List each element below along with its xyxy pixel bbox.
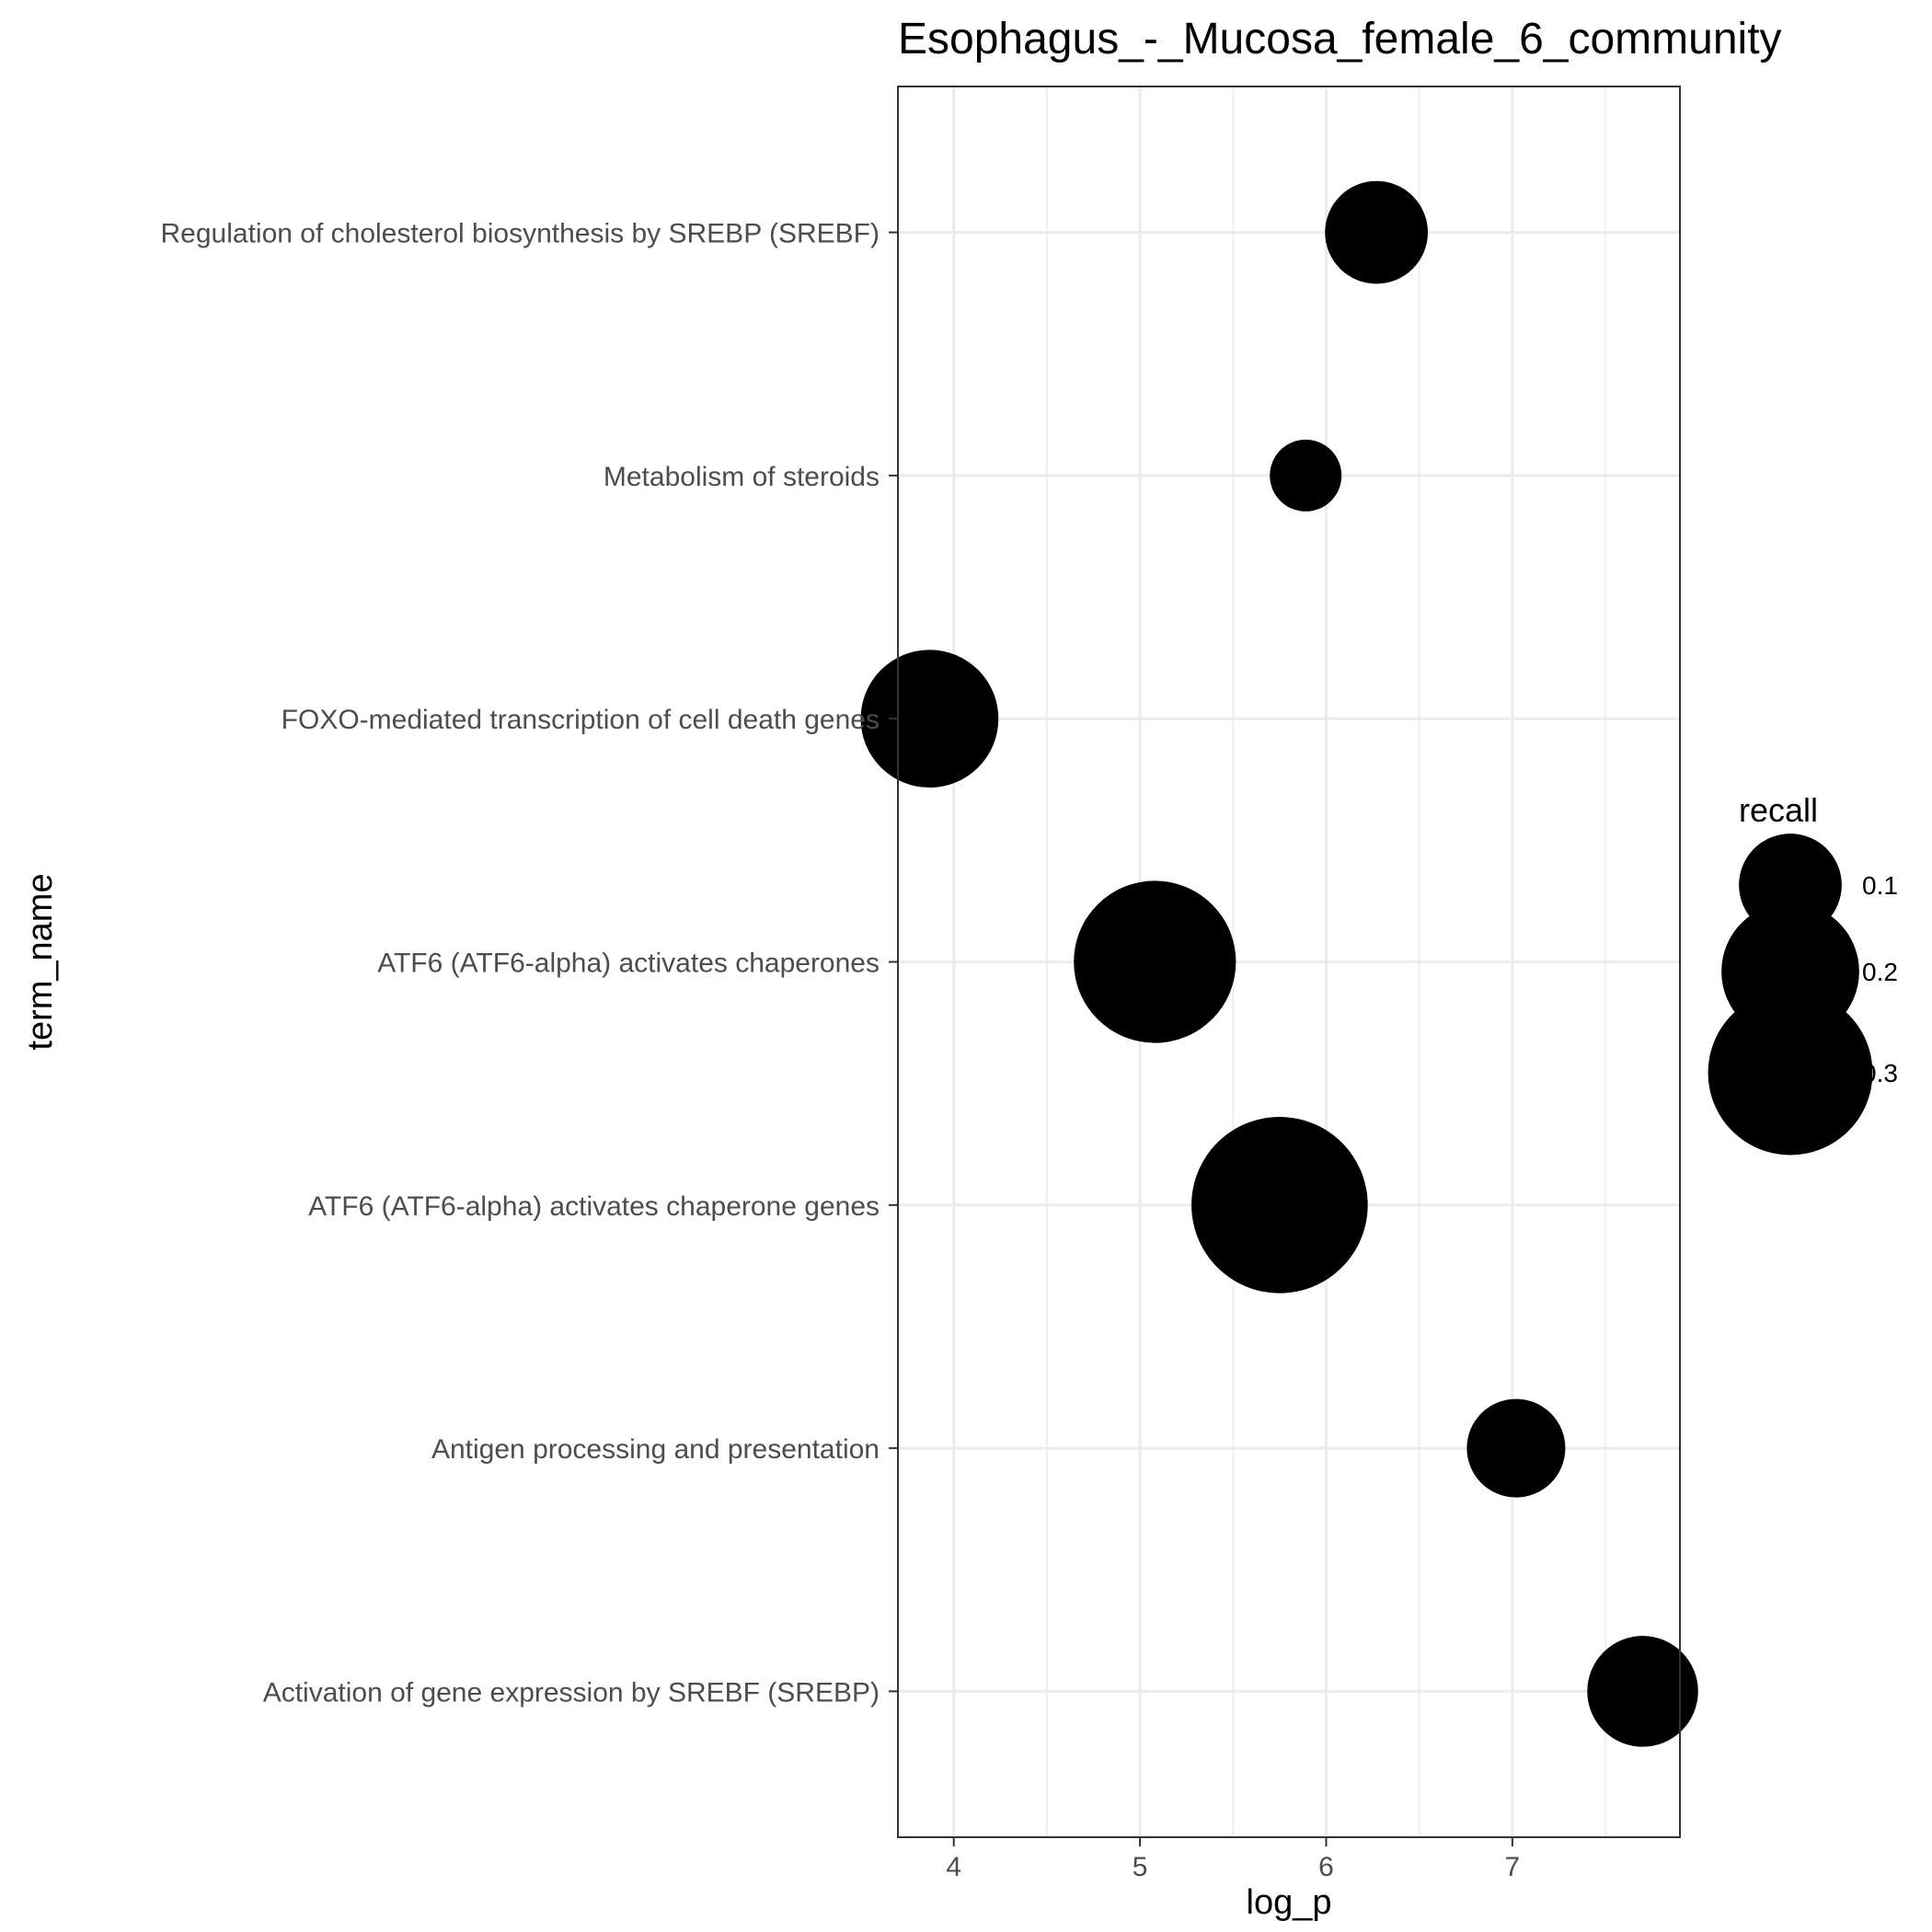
y-tick-label: Activation of gene expression by SREBF (… <box>263 1677 880 1708</box>
y-tick-label: Antigen processing and presentation <box>431 1434 880 1465</box>
y-tick-label: Regulation of cholesterol biosynthesis b… <box>161 219 880 249</box>
points-layer <box>860 180 1698 1747</box>
data-point <box>1074 880 1236 1043</box>
grid-layer <box>898 86 1680 1837</box>
y-tick-label: ATF6 (ATF6-alpha) activates chaperones <box>377 949 880 979</box>
y-tick-label: Metabolism of steroids <box>604 462 880 492</box>
axis-layer: 4 5 6 7 Regulation of cholesterol biosynthes… <box>161 219 1521 1882</box>
legend-keys: 0.1 0.2 0.3 <box>1708 834 1898 1156</box>
legend-label: 0.1 <box>1862 871 1898 900</box>
data-point <box>1466 1398 1566 1498</box>
x-axis-title: log_p <box>1247 1883 1332 1922</box>
data-point <box>1587 1636 1698 1747</box>
x-tick-label: 7 <box>1505 1852 1521 1882</box>
x-tick-label: 6 <box>1318 1852 1334 1882</box>
x-tick-label: 4 <box>946 1852 961 1882</box>
legend-title: recall <box>1739 791 1818 829</box>
chart-title: Esophagus_-_Mucosa_female_6_community <box>898 15 1782 63</box>
legend-label: 0.3 <box>1862 1059 1898 1087</box>
legend: recall 0.1 0.2 0.3 <box>1708 791 1898 1156</box>
data-point <box>1325 180 1428 284</box>
data-point <box>1270 439 1342 512</box>
y-tick-label: ATF6 (ATF6-alpha) activates chaperone ge… <box>308 1191 880 1222</box>
data-point <box>860 650 999 788</box>
legend-key <box>1708 990 1873 1156</box>
y-axis-title: term_name <box>21 873 60 1050</box>
y-tick-label: FOXO-mediated transcription of cell deat… <box>282 705 880 735</box>
data-point <box>1191 1116 1368 1294</box>
x-tick-label: 5 <box>1133 1852 1148 1882</box>
legend-label: 0.2 <box>1862 958 1898 986</box>
